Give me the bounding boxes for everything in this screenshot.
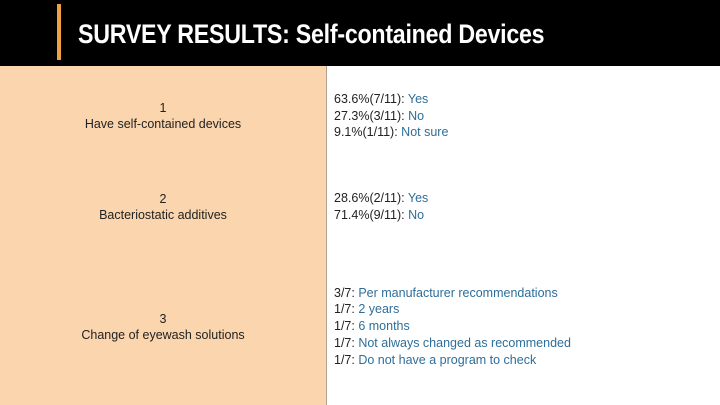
answer-line: 27.3%(3/11): No — [334, 108, 720, 125]
answer-line: 9.1%(1/11): Not sure — [334, 124, 720, 141]
question-cell: 1 Have self-contained devices — [0, 66, 327, 166]
question-text: Bacteriostatic additives — [99, 208, 227, 222]
question-cell: 2 Bacteriostatic additives — [0, 166, 327, 248]
answer-value: 1/7: — [334, 319, 359, 334]
answer-value: 1/7: — [334, 302, 359, 317]
answer-value: 27.3%(3/11): — [334, 108, 409, 123]
table-row: 2 Bacteriostatic additives 28.6%(2/11): … — [0, 166, 720, 248]
answer-cell: 3/7: Per manufacturer recommendations 1/… — [327, 248, 720, 405]
answer-cell: 28.6%(2/11): Yes 71.4%(9/11): No — [327, 166, 720, 248]
question-number: 2 — [159, 192, 167, 206]
answer-line: 1/7: Not always changed as recommended — [334, 335, 720, 352]
title-bar: SURVEY RESULTS: Self-contained Devices — [0, 0, 720, 66]
question-number: 1 — [159, 101, 167, 115]
answer-label: Not always changed as recommended — [358, 335, 571, 350]
answer-line: 63.6%(7/11): Yes — [334, 91, 720, 108]
answer-cell: 63.6%(7/11): Yes 27.3%(3/11): No 9.1%(1/… — [327, 66, 720, 166]
answer-line: 1/7: 6 months — [334, 318, 720, 335]
answer-value: 63.6%(7/11): — [334, 91, 408, 106]
question-cell: 3 Change of eyewash solutions — [0, 248, 327, 405]
title-accent-bar — [57, 4, 61, 60]
answer-line: 1/7: Do not have a program to check — [334, 352, 720, 369]
answer-value: 71.4%(9/11): — [334, 208, 409, 222]
answer-label: Per manufacturer recommendations — [358, 285, 558, 300]
answer-value: 9.1%(1/11): — [334, 125, 402, 140]
answer-label: 2 years — [358, 302, 400, 317]
answer-label: Yes — [407, 191, 429, 206]
survey-table: 1 Have self-contained devices 63.6%(7/11… — [0, 66, 720, 405]
question-text: Change of eyewash solutions — [81, 327, 245, 342]
answer-line: 71.4%(9/11): No — [334, 207, 720, 224]
table-row: 3 Change of eyewash solutions 3/7: Per m… — [0, 248, 720, 405]
answer-label: 6 months — [358, 319, 410, 334]
answer-label: No — [408, 108, 425, 123]
question-text: Have self-contained devices — [84, 117, 242, 131]
answer-value: 1/7: — [334, 335, 359, 350]
answer-line: 1/7: 2 years — [334, 301, 720, 318]
question-number: 3 — [159, 311, 167, 326]
answer-label: Do not have a program to check — [358, 352, 537, 367]
answer-line: 3/7: Per manufacturer recommendations — [334, 285, 720, 302]
answer-label: Yes — [407, 91, 429, 106]
slide-title: SURVEY RESULTS: Self-contained Devices — [78, 19, 545, 49]
table-row: 1 Have self-contained devices 63.6%(7/11… — [0, 66, 720, 166]
answer-value: 28.6%(2/11): — [334, 191, 408, 206]
answer-value: 1/7: — [334, 352, 359, 367]
answer-value: 3/7: — [334, 285, 359, 300]
answer-line: 28.6%(2/11): Yes — [334, 190, 720, 207]
answer-label: Not sure — [401, 125, 449, 140]
answer-label: No — [408, 208, 425, 222]
